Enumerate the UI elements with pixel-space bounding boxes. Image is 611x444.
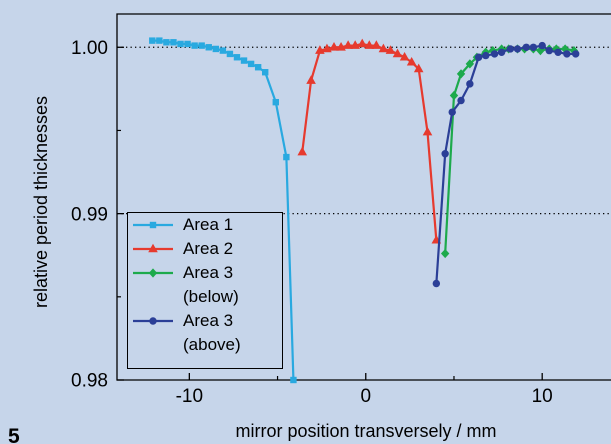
legend-marker-area-1 bbox=[149, 221, 157, 229]
area-3-below-point bbox=[440, 248, 450, 259]
area-2-point bbox=[413, 63, 424, 73]
area-1-point bbox=[226, 50, 234, 58]
area-1-point bbox=[272, 98, 279, 106]
area-3-above-point bbox=[466, 80, 474, 88]
legend-swatch-area-1 bbox=[133, 221, 173, 229]
area-3-above-point bbox=[448, 108, 456, 116]
legend-swatch-area-2 bbox=[133, 243, 173, 253]
area-3-above-point bbox=[529, 43, 538, 51]
area-2-point bbox=[406, 56, 417, 66]
legend-entry-area-3-above: Area 3 (above) bbox=[128, 309, 282, 357]
y-axis-label: relative period thicknesses bbox=[31, 96, 51, 308]
area-3-above-point bbox=[474, 53, 483, 61]
legend-swatch-area-3-below bbox=[133, 268, 173, 278]
area-1-point bbox=[205, 44, 212, 51]
area-2-point bbox=[357, 38, 368, 48]
area-2-point bbox=[336, 41, 346, 51]
legend-entry-area-1: Area 1 bbox=[128, 213, 282, 237]
area-2-point bbox=[378, 43, 389, 53]
legend-marker-area-3-below bbox=[148, 268, 158, 278]
area-3-below-point bbox=[536, 46, 545, 56]
area-1-point bbox=[219, 47, 227, 54]
y-tick-label: 0.98 bbox=[71, 371, 108, 392]
area-2-point bbox=[297, 146, 308, 156]
area-1-series bbox=[149, 37, 297, 384]
area-1-point bbox=[149, 37, 156, 44]
legend: Area 1 Area 2 Area 3 (below) Area 3 (above) bbox=[127, 212, 283, 369]
area-3-above-point bbox=[441, 150, 449, 158]
legend-label-area-3-above: Area 3 (above) bbox=[183, 311, 241, 354]
area-2-point bbox=[343, 40, 353, 49]
area-1-point bbox=[233, 54, 241, 61]
x-tick-label: 0 bbox=[360, 386, 371, 407]
x-tick-label: -10 bbox=[176, 386, 203, 407]
legend-entry-area-2: Area 2 bbox=[128, 237, 282, 261]
plot-frame bbox=[116, 13, 611, 381]
area-3-above-point bbox=[572, 50, 580, 58]
legend-label-area-2: Area 2 bbox=[183, 239, 234, 258]
area-1-point bbox=[254, 64, 262, 71]
legend-marker-area-3-above bbox=[149, 317, 157, 325]
area-3-below-point bbox=[569, 46, 579, 56]
area-2-series bbox=[297, 38, 442, 244]
y-tick-label: 1.00 bbox=[71, 38, 108, 59]
area-2-point bbox=[329, 41, 339, 51]
x-tick-label: 10 bbox=[532, 386, 553, 407]
y-tick-label: 0.99 bbox=[71, 204, 108, 225]
area-3-above-point bbox=[554, 48, 562, 56]
area-3-above-point bbox=[497, 48, 506, 56]
area-3-above-point bbox=[538, 41, 546, 50]
area-1-point bbox=[170, 39, 177, 46]
area-3-above-point bbox=[432, 279, 441, 288]
area-1-point bbox=[156, 37, 163, 44]
area-3-above-point bbox=[482, 51, 490, 60]
x-axis: -10 0 10 bbox=[176, 373, 553, 407]
area-3-above-point bbox=[522, 43, 531, 51]
legend-entry-area-3-below: Area 3 (below) bbox=[128, 261, 282, 309]
area-2-point bbox=[322, 43, 332, 53]
legend-label-area-1: Area 1 bbox=[183, 215, 234, 234]
data-series bbox=[149, 37, 580, 384]
legend-label-area-3-below: Area 3 (below) bbox=[183, 263, 239, 306]
area-3-above-point bbox=[513, 45, 522, 53]
area-3-below-point bbox=[465, 59, 475, 69]
area-2-point bbox=[364, 40, 375, 49]
area-1-point bbox=[163, 39, 170, 46]
area-2-point bbox=[350, 40, 360, 49]
area-2-point bbox=[371, 40, 382, 49]
area-3-above-point bbox=[563, 50, 571, 58]
area-2-point bbox=[315, 45, 325, 54]
x-axis-label: mirror position transversely / mm bbox=[235, 421, 496, 441]
area-3-below-point bbox=[552, 44, 561, 54]
area-1-point bbox=[247, 60, 255, 68]
area-1-point bbox=[198, 42, 205, 49]
figure-number: 5 bbox=[8, 425, 20, 444]
area-2-point bbox=[385, 45, 396, 54]
legend-marker-area-2 bbox=[148, 243, 158, 253]
area-1-point bbox=[290, 376, 297, 384]
area-2-point bbox=[392, 48, 403, 58]
legend-swatch-area-3-above bbox=[133, 317, 173, 325]
area-1-point bbox=[262, 69, 269, 76]
y-axis: 0.98 0.99 1.00 bbox=[71, 38, 124, 392]
area-3-below-point bbox=[449, 90, 459, 101]
area-3-above-point bbox=[506, 45, 515, 53]
area-3-above-point bbox=[457, 96, 465, 105]
area-1-point bbox=[191, 42, 198, 49]
area-3-above-point bbox=[545, 46, 553, 55]
area-3-above-series bbox=[432, 41, 580, 288]
area-1-point bbox=[240, 57, 248, 64]
area-1-point bbox=[212, 45, 219, 53]
area-2-point bbox=[422, 126, 433, 136]
area-1-point bbox=[177, 40, 184, 48]
area-2-point bbox=[399, 51, 410, 61]
area-2-point bbox=[306, 75, 316, 84]
area-1-point bbox=[283, 153, 290, 161]
area-3-below-point bbox=[456, 69, 466, 79]
area-1-point bbox=[184, 40, 191, 48]
area-3-above-point bbox=[490, 50, 499, 58]
